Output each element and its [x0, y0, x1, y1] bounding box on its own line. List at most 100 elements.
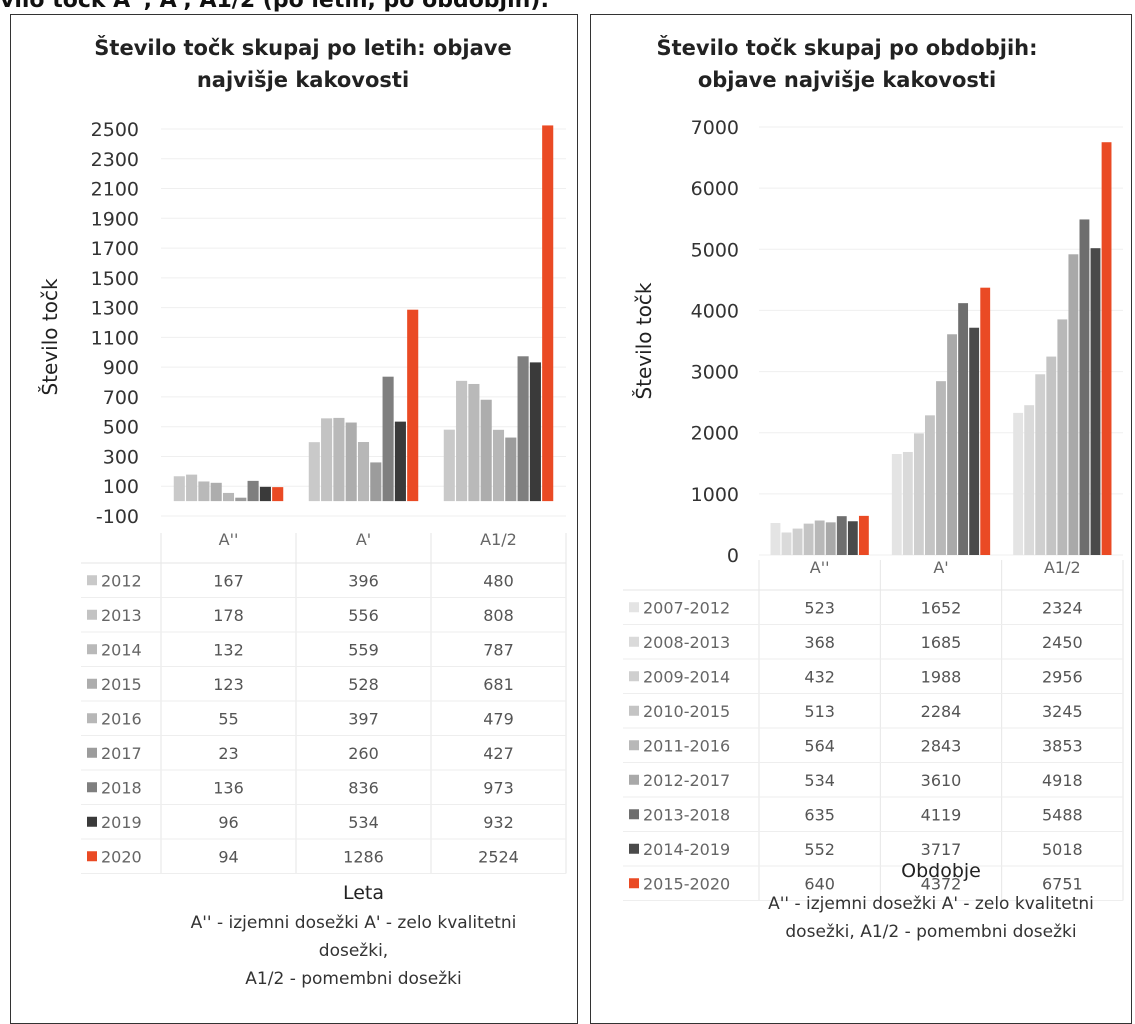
data-table-cell: 260	[348, 744, 379, 763]
y-tick-label: 300	[103, 446, 139, 468]
y-tick-label: 500	[103, 417, 139, 439]
y-tick-label: 3000	[691, 362, 739, 384]
bar	[803, 523, 814, 555]
bar	[210, 482, 222, 502]
bar	[1101, 142, 1112, 555]
data-table-cell: 3245	[1042, 702, 1083, 721]
data-table-cell: 3717	[921, 840, 962, 859]
legend-key-label: 2015-2020	[643, 874, 730, 893]
data-table-cell: 96	[218, 813, 238, 832]
bar	[517, 356, 529, 502]
legend-key-swatch	[629, 809, 639, 820]
data-table-cell: 2843	[921, 736, 962, 755]
data-table-cell: 534	[804, 771, 835, 790]
data-table-cell: 427	[483, 744, 514, 763]
bar	[1090, 248, 1101, 555]
data-table-cell: 3853	[1042, 736, 1083, 755]
data-table-cell: 552	[804, 840, 835, 859]
bar	[357, 442, 370, 502]
legend-key-swatch	[87, 609, 97, 620]
legend-key-swatch	[629, 636, 639, 647]
bar	[792, 528, 803, 555]
bar	[770, 523, 781, 555]
data-table-cell: 368	[804, 633, 835, 652]
chart-panel-by-years: Število točk skupaj po letih: objave najv…	[10, 14, 578, 1024]
bar	[407, 309, 419, 502]
x-axis-title: Obdobje	[901, 860, 981, 882]
data-table-cell: 479	[483, 709, 514, 728]
bar	[222, 492, 235, 502]
bar	[980, 287, 991, 555]
data-table-cell: 480	[483, 571, 514, 590]
data-table-cell: 523	[804, 598, 835, 617]
data-table-cell: 1652	[921, 598, 962, 617]
bar	[272, 487, 284, 502]
legend-key-swatch	[87, 816, 97, 827]
chart-by-years: Število točk skupaj po letih: objave najv…	[38, 35, 567, 989]
data-table-cell: 932	[483, 813, 514, 832]
data-table-cell: 681	[483, 675, 514, 694]
data-table-cell: 2324	[1042, 598, 1083, 617]
data-table-cell: 396	[348, 571, 379, 590]
footnote-line: A'' - izjemni dosežki A' - zelo kvalitet…	[191, 913, 517, 933]
footnote-line: dosežki,	[319, 941, 388, 961]
data-table-cell: 973	[483, 778, 514, 797]
legend-key-swatch	[629, 774, 639, 785]
legend-key-swatch	[87, 678, 97, 689]
legend-key-label: 2008-2013	[643, 633, 730, 652]
data-table-cell: 432	[804, 667, 835, 686]
bar	[1057, 319, 1068, 555]
category-label: A''	[810, 558, 830, 577]
bar	[825, 522, 836, 555]
bar	[936, 381, 946, 555]
legend-key-label: 2013-2018	[643, 805, 730, 824]
legend-key-label: 2014	[101, 640, 142, 659]
data-table-cell: 4119	[921, 805, 962, 824]
bar	[1013, 412, 1024, 555]
data-table-cell: 528	[348, 675, 379, 694]
y-tick-label: 0	[727, 545, 739, 567]
bar	[1035, 374, 1046, 555]
y-tick-label: 2000	[691, 423, 739, 445]
chart-panel-by-periods: Število točk skupaj po obdobjih: objave n…	[590, 14, 1132, 1024]
data-table-cell: 5488	[1042, 805, 1083, 824]
bar	[969, 327, 980, 555]
data-table-cell: 178	[213, 606, 244, 625]
y-tick-label: -100	[96, 506, 139, 528]
footnote-line: dosežki, A1/2 - pomembni dosežki	[785, 922, 1076, 942]
footnote-line: A1/2 - pomembni dosežki	[245, 969, 461, 989]
data-table-cell: 23	[218, 744, 238, 763]
legend-key-label: 2014-2019	[643, 840, 730, 859]
y-tick-label: 2300	[91, 149, 139, 171]
data-table-cell: 513	[804, 702, 835, 721]
bar	[173, 476, 185, 502]
bar	[836, 516, 847, 555]
legend-key-label: 2020	[101, 847, 142, 866]
bar	[847, 521, 858, 555]
bar	[443, 429, 455, 502]
legend-key-swatch	[87, 851, 97, 862]
page-heading: vilo točk A'', A', A1/2 (po letih, po ob…	[0, 0, 550, 13]
legend-key-swatch	[87, 575, 97, 586]
legend-key-swatch	[629, 878, 639, 889]
bar	[925, 415, 935, 555]
data-table-cell: 1286	[343, 847, 384, 866]
bar	[345, 422, 357, 502]
category-label: A1/2	[480, 530, 517, 549]
bar	[198, 481, 210, 502]
data-table-cell: 2284	[921, 702, 962, 721]
category-label: A''	[219, 530, 239, 549]
bar	[913, 433, 924, 555]
y-tick-label: 1900	[91, 208, 139, 230]
y-tick-label: 2100	[91, 179, 139, 201]
data-table-cell: 6751	[1042, 874, 1083, 893]
legend-key-label: 2012	[101, 571, 142, 590]
bar	[814, 520, 825, 555]
legend-key-swatch	[629, 705, 639, 716]
bar	[1068, 254, 1079, 555]
data-table-cell: 5018	[1042, 840, 1083, 859]
bar	[958, 303, 969, 555]
chart-title: najvišje kakovosti	[197, 68, 409, 92]
bar	[858, 515, 869, 555]
data-table-cell: 534	[348, 813, 379, 832]
